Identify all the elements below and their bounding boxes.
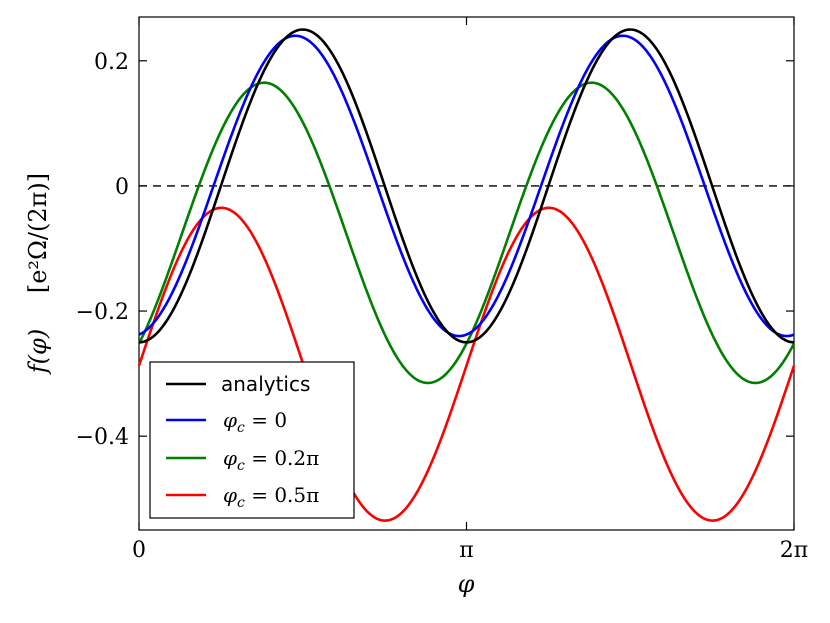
legend-label-phic02-sub: c (237, 458, 245, 474)
tick-layer: 0 π 2π 0.2 0 −0.2 −0.4 (76, 17, 808, 563)
series-line-0 (138, 28, 795, 344)
y-tick-label: 0 (115, 175, 129, 200)
legend-label-phic05-symbol: φ (223, 483, 237, 507)
legend-label-analytics: analytics (221, 372, 310, 396)
legend-label-phic02-symbol: φ (223, 446, 237, 470)
legend-label-phic0: φc = 0 (223, 408, 287, 436)
legend-label-phic02: φc = 0.2π (223, 446, 319, 474)
series-line-1 (138, 34, 795, 338)
legend-label-phic05-sub: c (237, 495, 245, 511)
y-axis-label-units: [e²Ω/(2π)] (24, 173, 52, 293)
legend-label-phic05-rest: = 0.5π (245, 483, 319, 507)
x-tick-label: π (459, 538, 473, 563)
legend-label-phic02-rest: = 0.2π (245, 446, 319, 470)
y-axis-label-group: f(φ) [e²Ω/(2π)] (24, 173, 52, 375)
x-tick-label: 0 (132, 538, 146, 563)
series-layer (137, 28, 796, 522)
legend-label-phic0-rest: = 0 (245, 408, 287, 432)
x-axis-label: φ (458, 570, 475, 598)
y-tick-label: −0.4 (76, 425, 129, 450)
legend: analytics φc = 0 φc = 0.2π φc = 0.5π (149, 361, 355, 519)
y-tick-label: −0.2 (76, 300, 129, 325)
y-axis-label-main: f(φ) (24, 329, 52, 375)
y-tick-label: 0.2 (94, 50, 129, 75)
series-line-3 (137, 206, 796, 522)
legend-label-phic0-symbol: φ (223, 408, 237, 432)
x-tick-label: 2π (780, 538, 808, 563)
legend-label-phic05: φc = 0.5π (223, 483, 319, 511)
legend-box (149, 361, 355, 519)
legend-label-phic0-sub: c (237, 420, 245, 436)
